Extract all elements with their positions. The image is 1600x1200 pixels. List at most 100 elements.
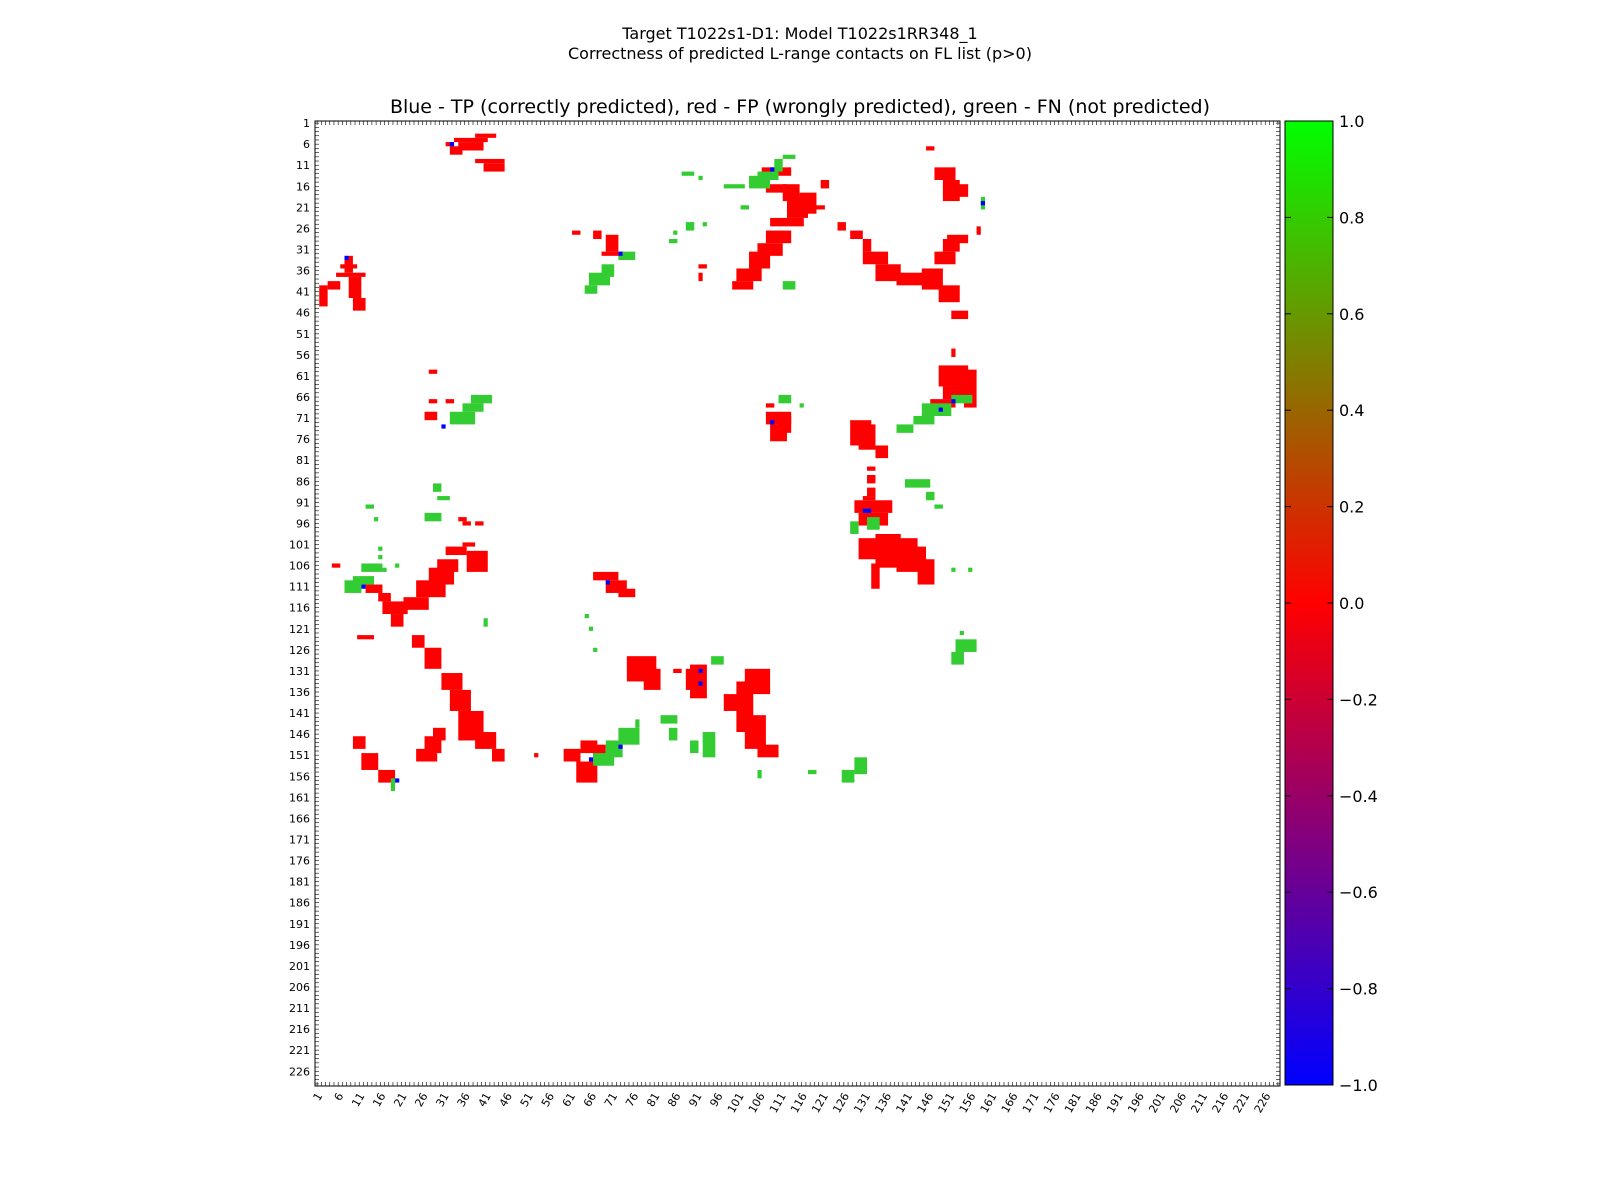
x-tick-label: 41	[476, 1091, 494, 1110]
colorbar-tick-label: 0.2	[1339, 498, 1364, 517]
axis-ticks	[315, 121, 1280, 1086]
contact-fn	[702, 222, 707, 227]
x-tick-label: 151	[936, 1091, 958, 1116]
x-tick-label: 196	[1125, 1091, 1147, 1116]
contact-fp	[938, 285, 960, 303]
contact-fp	[875, 533, 901, 568]
x-tick-label: 201	[1146, 1091, 1168, 1116]
x-tick-label: 71	[602, 1091, 620, 1110]
figure-title-line1: Target T1022s1-D1: Model T1022s1RR348_1	[621, 24, 977, 44]
contact-tp	[588, 757, 594, 762]
y-tick-labels: 1611162126313641465156616671768186919610…	[289, 117, 310, 1078]
contact-fp	[563, 748, 581, 762]
contact-fp	[319, 285, 328, 307]
x-tick-label: 101	[725, 1091, 747, 1116]
contact-fn	[378, 555, 383, 560]
contact-fp	[744, 668, 771, 695]
x-tick-label: 66	[581, 1091, 599, 1110]
contact-fp	[976, 226, 981, 235]
y-tick-label: 31	[296, 244, 310, 257]
y-tick-label: 186	[289, 897, 310, 910]
contact-fn	[601, 264, 615, 277]
contact-fn	[921, 403, 952, 416]
y-tick-label: 21	[296, 201, 310, 214]
contact-tp	[980, 201, 986, 206]
contact-fp	[466, 550, 488, 572]
y-tick-label: 91	[296, 496, 310, 509]
contact-fp	[690, 664, 707, 699]
contact-fp	[348, 276, 362, 298]
contact-fn	[799, 403, 804, 408]
x-tick-label: 221	[1231, 1091, 1253, 1116]
contact-fp	[475, 732, 497, 749]
contact-fn	[740, 205, 750, 210]
contact-fp	[820, 180, 830, 189]
contact-fn	[470, 394, 492, 404]
x-tick-label: 26	[412, 1091, 430, 1110]
y-tick-label: 166	[289, 812, 310, 825]
y-tick-label: 146	[289, 728, 310, 741]
y-tick-label: 56	[296, 349, 310, 362]
contact-fp	[862, 496, 876, 501]
colorbar: 1.0 0.8 0.6 0.4 0.2 0.0 −0.2 −0.4 −0.6 −0.8 −1.0	[1284, 112, 1378, 1095]
plot-frame	[314, 120, 1281, 1087]
y-tick-label: 176	[289, 855, 310, 868]
x-tick-label: 81	[644, 1091, 662, 1110]
contact-fp	[732, 281, 754, 290]
contact-fn	[934, 504, 943, 509]
x-tick-label: 86	[665, 1091, 683, 1110]
contact-fn	[424, 512, 442, 522]
x-tick-label: 146	[915, 1091, 937, 1116]
contact-fp	[445, 546, 467, 556]
contact-fp	[475, 133, 497, 138]
contact-fn	[361, 563, 383, 572]
contact-fp	[765, 184, 787, 193]
y-tick-label: 126	[289, 644, 310, 657]
contact-tp	[344, 255, 349, 261]
contact-fp	[462, 542, 476, 547]
contact-fp	[867, 466, 876, 471]
x-tick-label: 161	[978, 1091, 1000, 1116]
contact-fp	[534, 753, 539, 758]
contact-fp	[390, 614, 404, 627]
x-tick-label: 36	[455, 1091, 473, 1110]
contact-fp	[605, 234, 619, 252]
contact-fp	[947, 234, 969, 244]
contact-fn	[926, 491, 935, 501]
contact-tp	[862, 508, 872, 513]
y-tick-label: 86	[296, 475, 310, 488]
x-tick-label: 111	[767, 1091, 789, 1116]
contact-fp	[917, 559, 935, 585]
y-tick-label: 221	[289, 1044, 310, 1057]
x-tick-label: 181	[1062, 1091, 1084, 1116]
contact-tp	[938, 407, 943, 412]
contact-fn	[690, 740, 699, 754]
contact-fp	[352, 297, 366, 311]
x-tick-label: 136	[872, 1091, 894, 1116]
contact-fp	[344, 255, 353, 273]
contact-tp	[698, 681, 703, 686]
contact-fn	[685, 222, 695, 231]
contact-fn	[904, 479, 931, 488]
contact-fn	[757, 171, 779, 180]
y-tick-label: 41	[296, 286, 310, 299]
contact-tp	[770, 167, 775, 172]
contact-fp	[938, 365, 969, 387]
contact-fn	[959, 630, 964, 636]
contact-fp	[934, 167, 956, 180]
contact-fn	[449, 411, 476, 425]
contact-fp	[475, 521, 484, 526]
contact-fn	[668, 238, 678, 244]
contact-fp	[867, 487, 876, 497]
contact-fn	[382, 567, 387, 572]
y-tick-label: 61	[296, 370, 310, 383]
x-tick-label: 141	[894, 1091, 916, 1116]
contact-fp	[698, 264, 707, 269]
x-tick-label: 121	[809, 1091, 831, 1116]
contact-fp	[441, 673, 463, 690]
contact-tp	[698, 668, 703, 674]
contact-fp	[951, 310, 969, 320]
contact-fn	[774, 158, 783, 172]
y-tick-label: 216	[289, 1023, 310, 1036]
